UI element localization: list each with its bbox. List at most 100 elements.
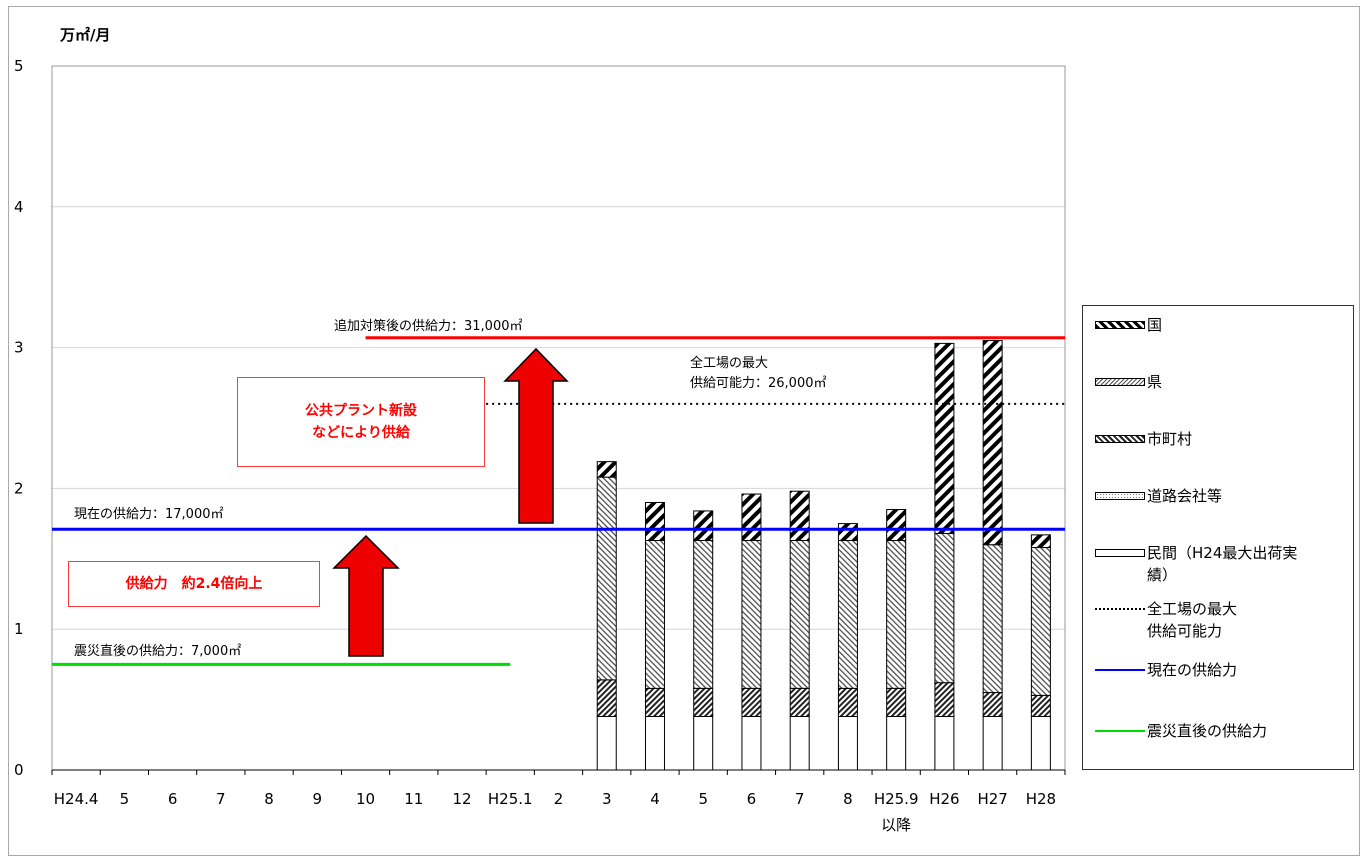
legend-label-minkan-1: 民間（H24最大出荷実 bbox=[1147, 542, 1297, 564]
legend-swatch-doro bbox=[1095, 492, 1145, 500]
bars bbox=[597, 341, 1050, 770]
legend-label-max-2: 供給可能力 bbox=[1147, 620, 1222, 642]
bar-seg-kuni bbox=[790, 491, 809, 540]
bar-seg-minkan bbox=[935, 716, 954, 770]
legend-swatch-shichoson bbox=[1095, 435, 1145, 443]
annotation-public-plant-line2: などにより供給 bbox=[305, 422, 417, 444]
x-tick-label: 12 bbox=[452, 790, 471, 808]
x-tick-label: H26 bbox=[929, 790, 959, 808]
label-additional-supply: 追加対策後の供給力：31,000㎡ bbox=[334, 315, 523, 334]
label-quake-supply: 震災直後の供給力：7,000㎡ bbox=[74, 640, 241, 659]
bar-seg-shichoson bbox=[597, 680, 616, 717]
label-current-supply: 現在の供給力：17,000㎡ bbox=[74, 503, 224, 522]
x-tick-label: H28 bbox=[1026, 790, 1056, 808]
x-tick-label: 8 bbox=[264, 790, 274, 808]
y-tick-label: 3 bbox=[14, 339, 24, 357]
bar-seg-shichoson bbox=[935, 683, 954, 717]
x-tick-label: 11 bbox=[404, 790, 423, 808]
bar-seg-minkan bbox=[597, 716, 616, 770]
bar-seg-ken bbox=[742, 540, 761, 688]
bar-seg-minkan bbox=[887, 716, 906, 770]
annotation-increase: 供給力 約2.4倍向上 bbox=[68, 561, 320, 607]
x-tick-label: 6 bbox=[168, 790, 178, 808]
x-tick-label: H27 bbox=[977, 790, 1007, 808]
x-tick-label: 7 bbox=[795, 790, 805, 808]
legend-line-quake bbox=[1095, 730, 1145, 732]
legend-swatch-minkan bbox=[1095, 549, 1145, 557]
label-max-supply-line2: 供給可能力：26,000㎡ bbox=[690, 372, 827, 391]
x-tick-label: 4 bbox=[650, 790, 660, 808]
legend-label-kuni: 国 bbox=[1147, 314, 1162, 336]
x-tick-label: 8 bbox=[843, 790, 853, 808]
y-unit-label: 万㎡/月 bbox=[60, 24, 110, 45]
bar-seg-minkan bbox=[694, 716, 713, 770]
bar-seg-minkan bbox=[645, 716, 664, 770]
bar-seg-shichoson bbox=[1031, 695, 1050, 716]
x-tick-label: 5 bbox=[698, 790, 708, 808]
reference-lines bbox=[52, 338, 1065, 665]
bar-seg-ken bbox=[838, 540, 857, 688]
bar-seg-ken bbox=[887, 540, 906, 688]
bar-seg-shichoson bbox=[742, 688, 761, 716]
annotation-public-plant-line1: 公共プラント新設 bbox=[305, 400, 417, 422]
x-tick-label: 5 bbox=[120, 790, 130, 808]
x-tick-label: 9 bbox=[313, 790, 323, 808]
axes bbox=[52, 66, 1065, 775]
bar-seg-kuni bbox=[935, 343, 954, 533]
legend-swatch-kuni bbox=[1095, 321, 1145, 329]
arrow-up-large bbox=[505, 349, 567, 523]
x-tick-label: 2 bbox=[554, 790, 564, 808]
bar-seg-kuni bbox=[983, 341, 1002, 545]
legend: 国 県 市町村 道路会社等 民間（H24最大出荷実 績） 全工場の最大 供給可能… bbox=[1082, 305, 1354, 770]
bar-seg-shichoson bbox=[983, 693, 1002, 717]
x-tick-label: H25.1 bbox=[488, 790, 533, 808]
legend-label-shichoson: 市町村 bbox=[1147, 428, 1192, 450]
bar-seg-minkan bbox=[790, 716, 809, 770]
legend-label-quake: 震災直後の供給力 bbox=[1147, 720, 1267, 742]
legend-line-current bbox=[1095, 669, 1145, 671]
legend-label-doro: 道路会社等 bbox=[1147, 485, 1222, 507]
y-tick-label: 1 bbox=[14, 620, 24, 638]
annotation-increase-text: 供給力 約2.4倍向上 bbox=[126, 573, 263, 595]
legend-label-current: 現在の供給力 bbox=[1147, 659, 1237, 681]
x-tick-label: 7 bbox=[216, 790, 226, 808]
bar-seg-kuni bbox=[887, 510, 906, 541]
annotation-public-plant: 公共プラント新設 などにより供給 bbox=[237, 377, 485, 467]
y-tick-label: 4 bbox=[14, 198, 24, 216]
bar-seg-kuni bbox=[694, 511, 713, 541]
label-max-supply-line1: 全工場の最大 bbox=[690, 352, 768, 371]
bar-seg-ken bbox=[694, 540, 713, 688]
x-tick-label: 3 bbox=[602, 790, 612, 808]
legend-label-max-1: 全工場の最大 bbox=[1147, 598, 1237, 620]
x-tick-label: 以降 bbox=[881, 816, 911, 834]
bar-seg-shichoson bbox=[694, 688, 713, 716]
legend-label-minkan-2: 績） bbox=[1147, 564, 1177, 586]
bar-seg-ken bbox=[983, 545, 1002, 693]
y-tick-label: 0 bbox=[14, 761, 24, 779]
bar-seg-ken bbox=[597, 477, 616, 680]
bar-seg-kuni bbox=[1031, 535, 1050, 548]
bar-seg-minkan bbox=[838, 716, 857, 770]
x-tick-label: 6 bbox=[747, 790, 757, 808]
legend-swatch-ken bbox=[1095, 378, 1145, 386]
y-tick-label: 2 bbox=[14, 479, 24, 497]
legend-label-ken: 県 bbox=[1147, 371, 1162, 393]
bar-seg-ken bbox=[645, 540, 664, 688]
legend-line-max-supply bbox=[1095, 608, 1145, 610]
bar-seg-kuni bbox=[742, 494, 761, 540]
bar-seg-minkan bbox=[742, 716, 761, 770]
x-tick-label: H24.4 bbox=[54, 790, 99, 808]
x-tick-label: H25.9 bbox=[874, 790, 919, 808]
bar-seg-ken bbox=[935, 533, 954, 682]
bar-seg-kuni bbox=[645, 502, 664, 540]
bar-seg-shichoson bbox=[838, 688, 857, 716]
arrow-up-small bbox=[334, 536, 398, 656]
bar-seg-shichoson bbox=[790, 688, 809, 716]
y-tick-label: 5 bbox=[14, 57, 24, 75]
bar-seg-kuni bbox=[838, 524, 857, 541]
bar-seg-shichoson bbox=[887, 688, 906, 716]
bar-seg-ken bbox=[1031, 548, 1050, 696]
bar-seg-shichoson bbox=[645, 688, 664, 716]
bar-seg-kuni bbox=[597, 462, 616, 477]
bar-seg-minkan bbox=[1031, 716, 1050, 770]
